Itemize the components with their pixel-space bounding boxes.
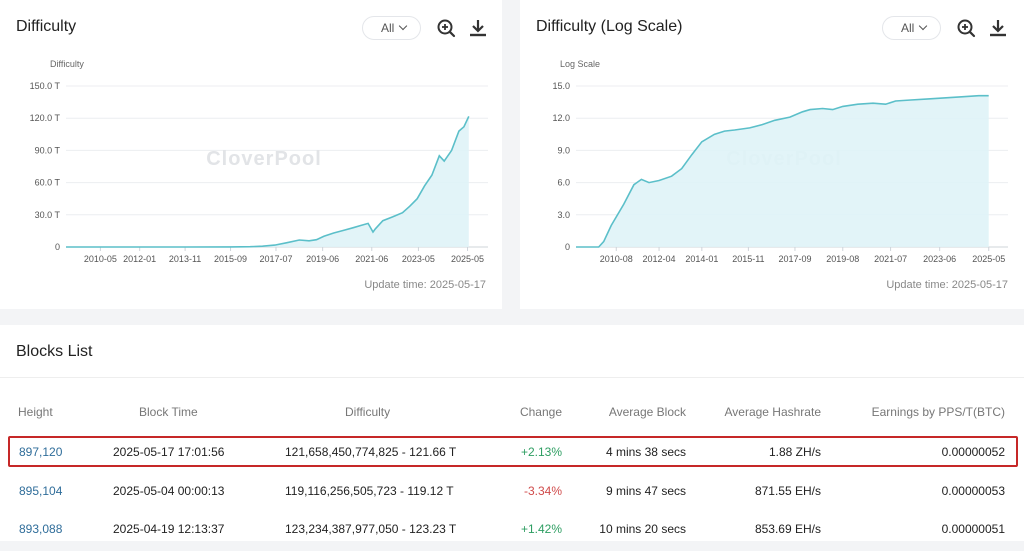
y-tick-label: 6.0 [557,178,570,188]
series-area [576,95,989,247]
blocks-list-title: Blocks List [16,343,93,360]
x-tick-label: 2012-01 [123,254,156,264]
block-difficulty: 123,234,387,977,050 - 123.23 T [285,522,457,536]
table-row[interactable]: 895,104 2025-05-04 00:00:13 119,116,256,… [0,471,1024,511]
download-icon[interactable] [988,18,1008,38]
x-tick-label: 2015-11 [732,254,764,264]
difficulty-log-chart: Log Scale 0 3.0 6.0 9.0 12.0 15.0 2010-08 2012-0… [552,59,1008,264]
average-block-time: 10 mins 20 secs [599,522,686,536]
earnings-pps: 0.00000051 [941,522,1005,536]
x-tick-label: 2015-09 [214,254,247,264]
earnings-pps: 0.00000053 [941,484,1005,498]
download-icon[interactable] [468,18,488,38]
x-tick-label: 2014-01 [685,254,718,264]
range-select-label: All [901,21,915,35]
zoom-in-icon[interactable] [956,18,976,38]
blocks-list-card: Blocks List Height Block Time Difficulty… [0,325,1024,541]
average-block-time: 4 mins 38 secs [605,445,686,459]
zoom-in-icon[interactable] [436,18,456,38]
y-axis-label: Difficulty [50,59,84,69]
average-hashrate: 853.69 EH/s [754,522,821,536]
block-height-link[interactable]: 897,120 [19,445,63,459]
col-header-earnings: Earnings by PPS/T(BTC) [871,405,1005,419]
block-time: 2025-04-19 12:13:37 [113,522,225,536]
average-block-time: 9 mins 47 secs [605,484,686,498]
series-line [576,94,989,248]
difficulty-chart: Difficulty 0 30.0 T 60.0 T 90.0 T 120.0 T 150.… [30,59,488,264]
earnings-pps: 0.00000052 [941,445,1005,459]
block-height-link[interactable]: 893,088 [19,522,63,536]
y-tick-label: 0 [565,242,570,252]
y-tick-label: 9.0 [557,145,570,155]
col-header-block-time: Block Time [139,405,198,419]
y-tick-label: 12.0 [552,113,570,123]
series-line [66,116,470,248]
x-tick-label: 2021-06 [355,254,388,264]
col-header-height: Height [18,405,53,419]
average-hashrate: 871.55 EH/s [754,484,821,498]
watermark: CloverPool [206,148,322,170]
x-tick-label: 2025-05 [451,254,484,264]
x-tick-label: 2023-05 [402,254,435,264]
x-tick-label: 2013-11 [169,254,201,264]
x-tick-label: 2023-06 [923,254,956,264]
range-select[interactable]: All [882,16,942,40]
x-tick-label: 2017-07 [259,254,292,264]
update-time: Update time: 2025-05-17 [364,279,486,291]
difficulty-chart-card: Difficulty All Difficulty 0 30.0 T 60.0 T 90… [0,0,502,309]
block-time: 2025-05-17 17:01:56 [113,445,225,459]
block-height-link[interactable]: 895,104 [19,484,63,498]
col-header-difficulty: Difficulty [345,405,391,419]
y-tick-label: 60.0 T [35,178,61,188]
block-difficulty: 119,116,256,505,723 - 119.12 T [285,484,454,498]
x-tick-label: 2019-08 [826,254,859,264]
difficulty-log-chart-card: Difficulty (Log Scale) All Log Scale 0 3.0… [520,0,1024,309]
table-row[interactable]: 897,120 2025-05-17 17:01:56 121,658,450,… [0,431,1024,471]
average-hashrate: 1.88 ZH/s [768,445,821,459]
col-header-average-hashrate: Average Hashrate [724,405,821,419]
y-tick-label: 3.0 [557,210,570,220]
block-time: 2025-05-04 00:00:13 [113,484,225,498]
x-tick-label: 2012-04 [643,254,676,264]
block-difficulty: 121,658,450,774,825 - 121.66 T [285,445,457,459]
y-tick-label: 120.0 T [30,113,61,123]
difficulty-change: -3.34% [523,484,562,498]
row-highlight [8,436,1018,467]
x-tick-label: 2021-07 [874,254,907,264]
col-header-change: Change [519,405,562,419]
y-tick-label: 150.0 T [30,81,61,91]
x-tick-label: 2010-08 [600,254,633,264]
x-tick-label: 2019-06 [306,254,339,264]
range-select[interactable]: All [362,16,422,40]
x-tick-label: 2010-05 [84,254,117,264]
difficulty-change: +1.42% [520,522,562,536]
y-tick-label: 15.0 [552,81,570,91]
difficulty-change: +2.13% [520,445,562,459]
y-axis-label: Log Scale [560,59,600,69]
col-header-average-block: Average Block [608,405,686,419]
table-row[interactable]: 893,088 2025-04-19 12:13:37 123,234,387,… [0,511,1024,551]
chart-title: Difficulty (Log Scale) [536,18,683,35]
range-select-label: All [381,21,395,35]
chart-title: Difficulty [16,18,77,35]
y-tick-label: 30.0 T [35,210,61,220]
y-tick-label: 90.0 T [35,145,61,155]
divider [0,377,1024,378]
y-tick-label: 0 [55,242,60,252]
x-tick-label: 2025-05 [972,254,1005,264]
update-time: Update time: 2025-05-17 [886,279,1008,291]
x-tick-label: 2017-09 [778,254,811,264]
series-area [66,116,469,248]
